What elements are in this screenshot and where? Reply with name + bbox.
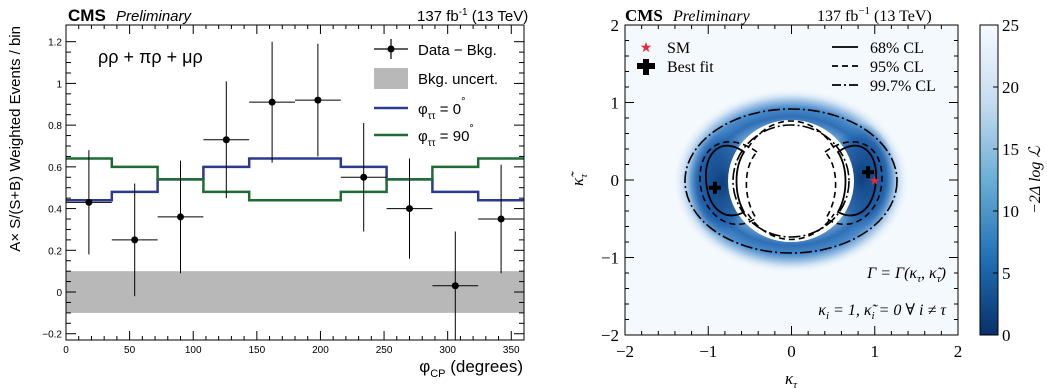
right-y-tick-label: −1 xyxy=(601,249,619,268)
left-y-tick-label: 0.8 xyxy=(48,121,62,132)
legend-data-marker xyxy=(388,46,395,53)
right-x-tick-label: 2 xyxy=(954,342,963,361)
preliminary-label-left: Preliminary xyxy=(116,8,193,25)
left-chart: CMS Preliminary 137 fb-1 (13 TeV) 0 50 100… xyxy=(7,6,528,380)
cms-label-left: CMS xyxy=(68,6,106,25)
left-y-tick-label: −0.2 xyxy=(42,330,62,341)
left-x-axis-label: φCP (degrees) xyxy=(419,357,523,380)
right-chart: CMS Preliminary 137 fb−1 (13 TeV) ★ −2 −1… xyxy=(568,5,1044,388)
left-y-tick-label: 0.2 xyxy=(48,246,62,257)
legend-68-label: 68% CL xyxy=(870,40,924,57)
data-point-5 xyxy=(314,97,321,104)
colorbar-label: −2Δ log ℒ xyxy=(1027,146,1044,214)
preliminary-label-right: Preliminary xyxy=(672,8,751,25)
legend-sm-label: SM xyxy=(667,40,690,57)
data-point-6 xyxy=(360,174,367,181)
left-y-tick-label: 1 xyxy=(56,79,62,90)
colorbar-tick-label: 25 xyxy=(1002,16,1019,35)
colorbar-tick-label: 10 xyxy=(1002,202,1019,221)
right-x-tick-label: 1 xyxy=(871,342,880,361)
left-x-tick-label: 50 xyxy=(124,345,136,356)
colorbar-tick-label: 20 xyxy=(1002,78,1019,97)
legend-phi0-label: φττ = 0° xyxy=(418,96,465,122)
right-x-tick-label: −1 xyxy=(699,342,717,361)
left-y-tick-label: 0.6 xyxy=(48,163,62,174)
right-y-tick-label: −2 xyxy=(601,326,619,345)
legend-95-label: 95% CL xyxy=(870,59,924,76)
right-y-tick-label: 0 xyxy=(611,171,620,190)
right-x-tick-label: 0 xyxy=(787,342,796,361)
left-x-tick-label: 150 xyxy=(248,345,265,356)
left-x-tick-label: 100 xyxy=(185,345,202,356)
colorbar xyxy=(980,25,998,335)
legend-997-label: 99.7% CL xyxy=(870,78,936,95)
right-y-axis-label: κ̃τ xyxy=(568,171,590,186)
legend-phi90-label: φττ = 90° xyxy=(418,123,474,149)
left-x-tick-label: 0 xyxy=(63,345,69,356)
channel-label: ρρ + πρ + μρ xyxy=(98,47,203,67)
left-x-tick-label: 300 xyxy=(439,345,456,356)
legend-data-label: Data − Bkg. xyxy=(418,42,497,59)
legend-uncert-swatch xyxy=(374,68,408,89)
left-x-tick-label: 350 xyxy=(503,345,520,356)
legend-sm-star-icon: ★ xyxy=(640,39,653,55)
colorbar-tick-label: 0 xyxy=(1002,326,1011,345)
data-point-0 xyxy=(85,199,92,206)
lumi-label-left: 137 fb-1 (13 TeV) xyxy=(417,7,528,25)
left-x-tick-label: 250 xyxy=(376,345,393,356)
data-point-8 xyxy=(452,282,459,289)
sm-star-icon: ★ xyxy=(869,173,881,188)
legend-best-fit-label: Best fit xyxy=(667,59,714,76)
data-point-3 xyxy=(223,136,230,143)
data-point-4 xyxy=(269,99,276,106)
colorbar-tick-label: 15 xyxy=(1002,140,1019,159)
cms-label-right: CMS xyxy=(625,6,663,25)
right-y-tick-label: 2 xyxy=(611,16,620,35)
lumi-label-right: 137 fb−1 (13 TeV) xyxy=(817,5,932,25)
data-point-9 xyxy=(498,216,505,223)
left-y-axis-label: A× S/(S+B) Weighted Events / bin xyxy=(7,26,24,252)
left-legend: Data − Bkg. Bkg. uncert. φττ = 0° φττ = … xyxy=(374,39,498,149)
data-point-7 xyxy=(406,205,413,212)
data-point-2 xyxy=(177,213,184,220)
left-y-tick-label: 1.2 xyxy=(48,38,62,49)
colorbar-tick-label: 5 xyxy=(1002,264,1011,283)
legend-uncert-label: Bkg. uncert. xyxy=(418,71,498,88)
heatmap-hole xyxy=(728,120,854,242)
right-x-axis-label: κτ xyxy=(785,369,798,388)
left-x-tick-label: 200 xyxy=(312,345,329,356)
right-y-tick-label: 1 xyxy=(611,94,620,113)
data-point-1 xyxy=(131,236,138,243)
left-y-tick-label: 0.4 xyxy=(48,205,62,216)
left-y-tick-label: 0 xyxy=(56,288,62,299)
